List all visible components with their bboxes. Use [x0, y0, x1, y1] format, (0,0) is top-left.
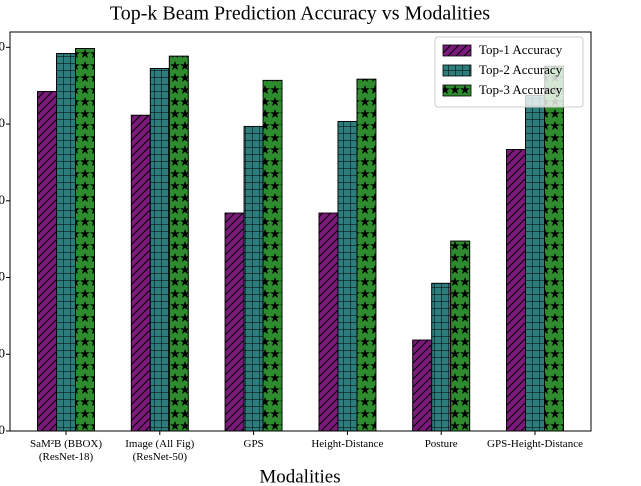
x-tick-label: SaM²B (BBOX) (ResNet-18)	[29, 438, 103, 463]
y-tick-label: 40	[0, 269, 5, 284]
bar-pattern	[130, 114, 151, 432]
legend-label: Top-3 Accuracy	[479, 82, 563, 97]
chart-title: Top-k Beam Prediction Accuracy vs Modali…	[110, 3, 490, 25]
y-tick-label: 80	[0, 115, 5, 130]
bar-pattern	[431, 282, 452, 432]
legend-label: Top-1 Accuracy	[479, 42, 563, 57]
bar-pattern	[262, 79, 283, 432]
bar-pattern	[56, 53, 76, 432]
x-tick-label: Image (All Fig) (ResNet-50)	[125, 438, 195, 463]
bar-pattern	[168, 55, 189, 432]
legend-swatch-pattern	[443, 45, 471, 56]
x-tick-label: Posture	[424, 438, 458, 450]
bar-pattern	[544, 65, 564, 432]
legend-label: Top-2 Accuracy	[479, 62, 563, 77]
plot-frame	[9, 31, 592, 432]
bar-pattern	[37, 91, 57, 432]
x-tick-label: GPS-Height-Distance	[487, 438, 583, 450]
bar-pattern	[356, 78, 377, 432]
x-tick-label: Height-Distance	[311, 438, 384, 450]
bar-pattern	[224, 212, 245, 432]
legend-box	[434, 36, 584, 108]
bar-pattern	[525, 94, 545, 432]
y-tick-label: 60	[0, 192, 5, 207]
y-tick-label: 100	[0, 38, 5, 53]
legend-swatch-pattern	[443, 65, 471, 76]
bar-pattern	[243, 125, 264, 432]
bar-pattern	[506, 148, 526, 432]
bar-pattern	[149, 68, 170, 432]
bar-pattern	[412, 339, 433, 432]
y-tick-label: 20	[0, 345, 5, 360]
x-axis-label: Modalities	[259, 466, 340, 486]
bar-pattern	[337, 120, 358, 432]
bar-pattern	[75, 48, 95, 432]
y-tick-label: 0	[0, 422, 5, 437]
x-tick-label: GPS	[243, 438, 264, 450]
bar-pattern	[318, 212, 339, 432]
legend-swatch-pattern	[443, 85, 471, 96]
bar-pattern	[450, 240, 471, 432]
